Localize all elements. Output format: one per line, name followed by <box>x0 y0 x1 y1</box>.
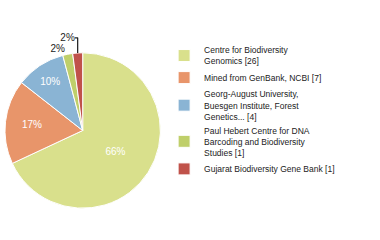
svg-text:Paul Hebert Centre for DNABarc: Paul Hebert Centre for DNABarcoding and … <box>204 126 310 158</box>
svg-text:17%: 17% <box>22 119 42 130</box>
svg-text:2%: 2% <box>50 43 65 54</box>
svg-text:66%: 66% <box>105 146 125 157</box>
svg-text:Georg-August University,Buesge: Georg-August University,Buesgen Institut… <box>204 89 299 121</box>
svg-text:2%: 2% <box>60 32 75 43</box>
svg-text:Centre for BiodiversityGenomic: Centre for BiodiversityGenomics [26] <box>204 45 288 66</box>
svg-text:10%: 10% <box>40 76 60 87</box>
svg-text:Gujarat Biodiversity Gene Bank: Gujarat Biodiversity Gene Bank [1] <box>204 164 334 174</box>
svg-text:Mined from GenBank, NCBI [7]: Mined from GenBank, NCBI [7] <box>204 73 321 83</box>
